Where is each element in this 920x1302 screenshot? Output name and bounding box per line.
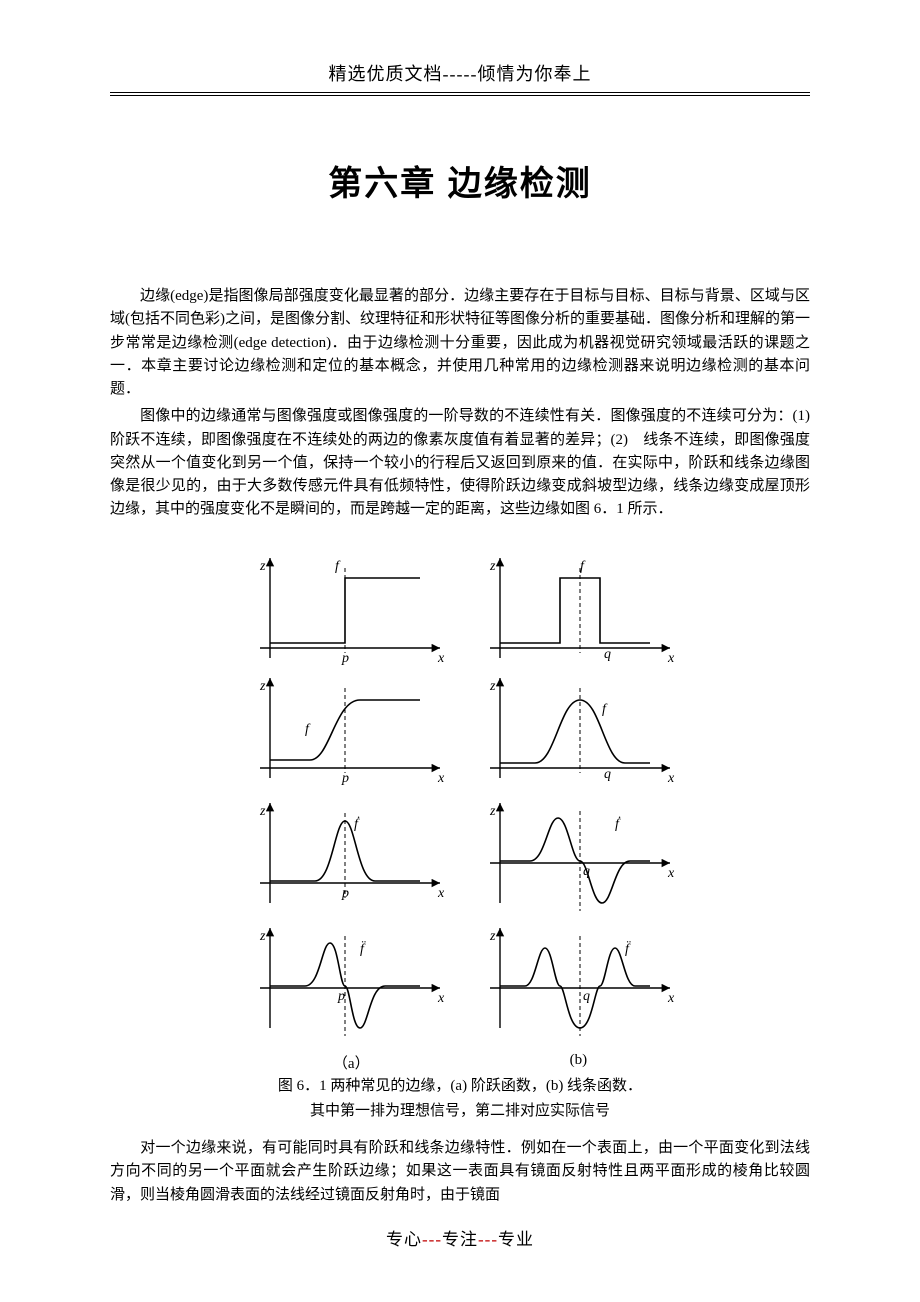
axis-z-label-3a: z (259, 804, 266, 819)
figure-6-1: z x p f z x q f (110, 548, 810, 1124)
point-q-label-2: q (604, 767, 611, 782)
axis-z-label-4b: z (489, 929, 496, 944)
fdot-label-3a: ḟ (354, 815, 360, 832)
header-rule-bottom (110, 95, 810, 96)
axis-x-label-4b: x (667, 991, 675, 1006)
paragraph-3-text: 对一个边缘来说，有可能同时具有阶跃和线条边缘特性．例如在一个表面上，由一个平面变… (110, 1140, 810, 1203)
chapter-title: 第六章 边缘检测 (110, 156, 810, 205)
point-q-label-4: q (583, 989, 590, 1004)
point-q-label-3: q (583, 864, 590, 879)
axis-x-label-4a: x (437, 991, 445, 1006)
figure-caption-line2: 其中第一排为理想信号，第二排对应实际信号 (230, 1100, 690, 1123)
page-footer: 专心---专注---专业 (110, 1225, 810, 1250)
footer-sep-1: --- (422, 1230, 442, 1249)
point-q-label: q (604, 647, 611, 662)
axis-x-label-1b: x (667, 651, 675, 666)
figure-col-label-a: （a） (333, 1052, 370, 1073)
axis-z-label: z (259, 559, 266, 574)
figure-col-label-b: (b) (570, 1052, 588, 1073)
page-header: 精选优质文档-----倾情为你奉上 (110, 60, 810, 92)
footer-word-2: 专注 (442, 1230, 478, 1249)
axis-x-label-3b: x (667, 866, 675, 881)
paragraph-1-text: 边缘(edge)是指图像局部强度变化最显著的部分．边缘主要存在于目标与目标、目标… (110, 288, 810, 397)
header-rule-top (110, 92, 810, 93)
paragraph-2-text: 图像中的边缘通常与图像强度或图像强度的一阶导数的不连续性有关．图像强度的不连续可… (110, 408, 825, 517)
footer-word-3: 专业 (498, 1230, 534, 1249)
point-p-label-3: p (341, 886, 349, 901)
point-p-label: p (341, 651, 349, 666)
footer-word-1: 专心 (386, 1230, 422, 1249)
f-label-2b: f (602, 702, 608, 717)
footer-sep-2: --- (478, 1230, 498, 1249)
axis-z-label-2a: z (259, 679, 266, 694)
axis-z-label-3b: z (489, 804, 496, 819)
paragraph-2: 图像中的边缘通常与图像强度或图像强度的一阶导数的不连续性有关．图像强度的不连续可… (110, 405, 810, 521)
f-label-2a: f (305, 722, 311, 737)
fddot-label-4b: f̈ (625, 939, 631, 957)
figure-svg: z x p f z x q f (230, 548, 690, 1048)
axis-z-label-2b: z (489, 679, 496, 694)
f-label-1a: f (335, 559, 341, 574)
point-p-label-2: p (341, 771, 349, 786)
axis-x-label: x (437, 651, 445, 666)
axis-z-label-1b: z (489, 559, 496, 574)
paragraph-1: 边缘(edge)是指图像局部强度变化最显著的部分．边缘主要存在于目标与目标、目标… (110, 285, 810, 401)
figure-caption-line1: 图 6．1 两种常见的边缘，(a) 阶跃函数，(b) 线条函数． (230, 1075, 690, 1098)
fdot-label-3b: ḟ (615, 815, 621, 832)
paragraph-3: 对一个边缘来说，有可能同时具有阶跃和线条边缘特性．例如在一个表面上，由一个平面变… (110, 1137, 810, 1207)
point-p-label-4: p (337, 989, 345, 1004)
fddot-label-4a: f̈ (360, 939, 366, 957)
axis-z-label-4a: z (259, 929, 266, 944)
axis-x-label-2a: x (437, 771, 445, 786)
f-label-1b: f (580, 559, 586, 574)
axis-x-label-3a: x (437, 886, 445, 901)
axis-x-label-2b: x (667, 771, 675, 786)
